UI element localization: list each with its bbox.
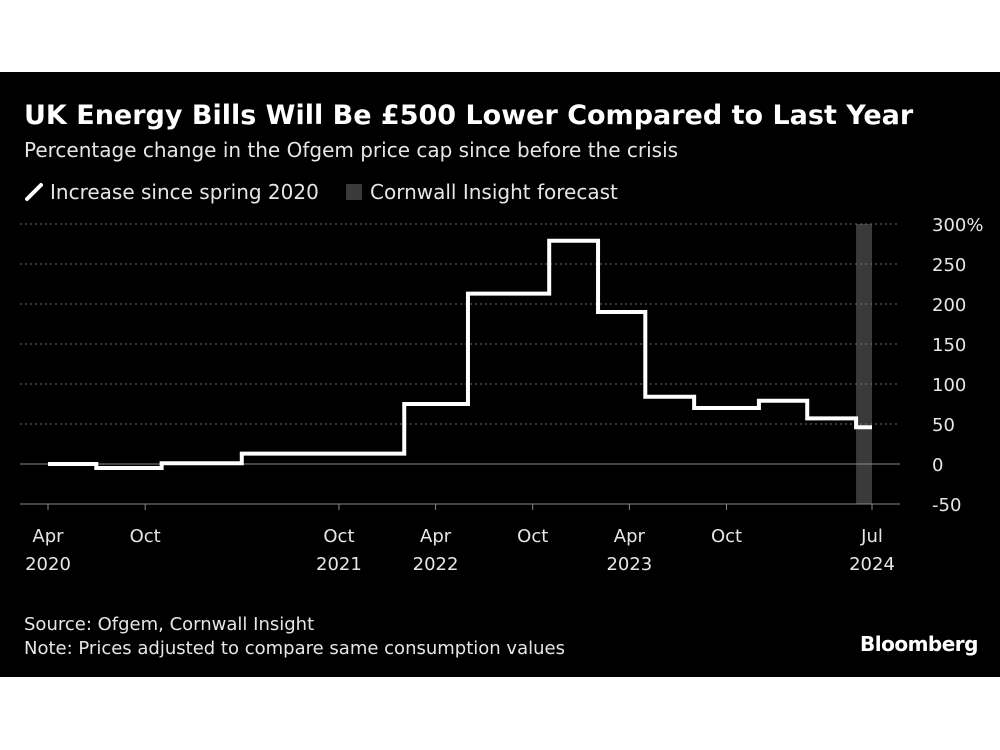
- source-note: Source: Ofgem, Cornwall Insight: [24, 614, 315, 635]
- y-tick-label: 100: [932, 375, 966, 396]
- y-tick-label: 200: [932, 295, 966, 316]
- legend-label-forecast: Cornwall Insight forecast: [370, 180, 618, 204]
- chart-subtitle: Percentage change in the Ofgem price cap…: [24, 138, 679, 162]
- x-tick-year-label: 2020: [25, 554, 71, 575]
- y-tick-label: 250: [932, 255, 966, 276]
- forecast-band: [856, 224, 872, 504]
- footnote: Note: Prices adjusted to compare same co…: [24, 638, 565, 659]
- chart-panel: UK Energy Bills Will Be £500 Lower Compa…: [0, 72, 1000, 677]
- bloomberg-logo: Bloomberg: [860, 632, 978, 656]
- x-tick-year-label: 2022: [413, 554, 459, 575]
- x-tick-label: Apr: [614, 526, 646, 547]
- legend-forecast-swatch-icon: [346, 184, 362, 200]
- legend-line-icon: [25, 183, 43, 201]
- x-tick-year-label: 2024: [849, 554, 895, 575]
- x-tick-label: Jul: [860, 526, 883, 547]
- x-tick-label: Oct: [517, 526, 548, 547]
- y-tick-label: 150: [932, 335, 966, 356]
- y-tick-label: -50: [932, 495, 961, 516]
- chart-title: UK Energy Bills Will Be £500 Lower Compa…: [24, 100, 914, 131]
- y-tick-label: 300%: [932, 215, 983, 236]
- x-tick-label: Apr: [32, 526, 64, 547]
- line-chart: Apr 2020 Oct Oct 2021 Apr 2022 Oct Apr 2023 Oct Jul…: [20, 215, 983, 575]
- x-tick-label: Oct: [323, 526, 354, 547]
- y-tick-label: 0: [932, 455, 943, 476]
- x-tick-label: Oct: [711, 526, 742, 547]
- x-tick-label: Apr: [420, 526, 452, 547]
- y-tick-label: 50: [932, 415, 955, 436]
- legend-label-increase: Increase since spring 2020: [50, 180, 319, 204]
- x-tick-year-label: 2021: [316, 554, 362, 575]
- series-line-increase: [48, 238, 872, 470]
- x-tick-label: Oct: [130, 526, 161, 547]
- x-tick-year-label: 2023: [606, 554, 652, 575]
